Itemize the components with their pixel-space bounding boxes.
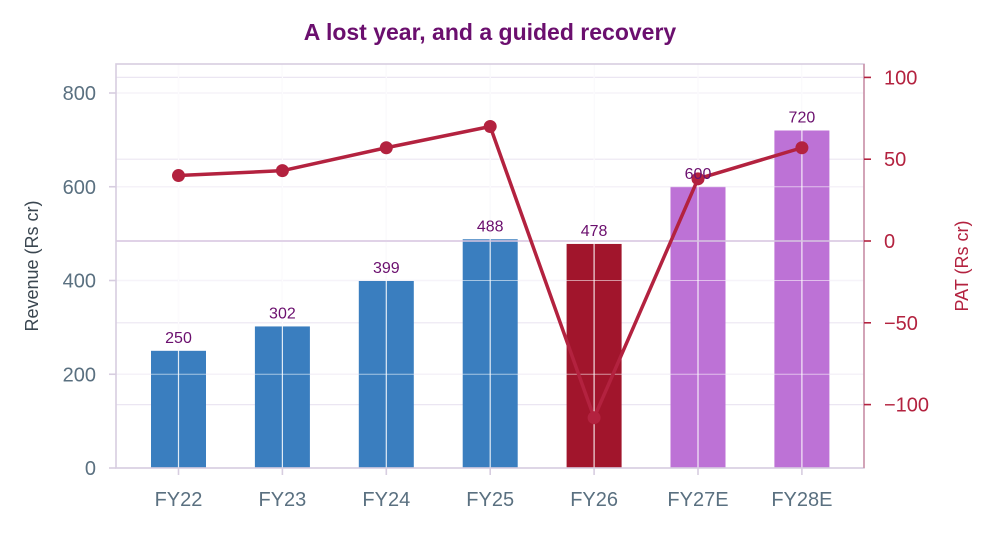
right-tick-label: 50: [884, 149, 906, 171]
right-tick-label: 0: [884, 231, 895, 253]
bar-value-label: 302: [269, 305, 296, 322]
pat-point-fy25: [483, 119, 497, 133]
bar-value-label: 488: [477, 218, 504, 235]
left-tick-label: 200: [63, 364, 96, 386]
pat-point-fy27e: [691, 172, 705, 186]
left-tick-label: 0: [85, 458, 96, 480]
right-tick-label: 100: [884, 67, 917, 89]
bar-value-label: 720: [789, 110, 816, 127]
pat-point-fy23: [275, 164, 289, 178]
left-tick-label: 800: [63, 83, 96, 105]
bar-value-label: 600: [685, 166, 712, 183]
pat-point-fy28e: [795, 141, 809, 155]
left-tick-label: 400: [63, 271, 96, 293]
chart-title: A lost year, and a guided recovery: [304, 19, 677, 45]
pat-point-fy26: [587, 411, 601, 425]
x-tick-label: FY28E: [771, 489, 832, 511]
x-tick-label: FY22: [155, 489, 203, 511]
x-tick-label: FY25: [466, 489, 514, 511]
x-tick-label: FY23: [258, 489, 306, 511]
bar-value-label: 399: [373, 260, 400, 277]
right-axis-label: PAT (Rs cr): [952, 221, 972, 312]
pat-line-series: [172, 119, 809, 425]
pat-point-fy24: [379, 141, 393, 155]
pat-point-fy22: [172, 169, 185, 183]
bar-value-label: 250: [165, 330, 192, 347]
bar-value-label: 478: [581, 223, 608, 240]
axes: 0 200 400 600 800 100 50 0 −50 −100 FY22 FY23 FY24 FY…: [63, 63, 929, 511]
right-tick-label: −50: [884, 313, 918, 335]
left-axis-label: Revenue (Rs cr): [22, 200, 42, 331]
right-tick-label: −100: [884, 395, 929, 417]
x-tick-label: FY27E: [667, 489, 728, 511]
x-tick-label: FY24: [362, 489, 410, 511]
left-tick-label: 600: [63, 177, 96, 199]
x-tick-label: FY26: [570, 489, 618, 511]
data-labels: 250 302 399 488 478 600 720: [165, 110, 815, 347]
